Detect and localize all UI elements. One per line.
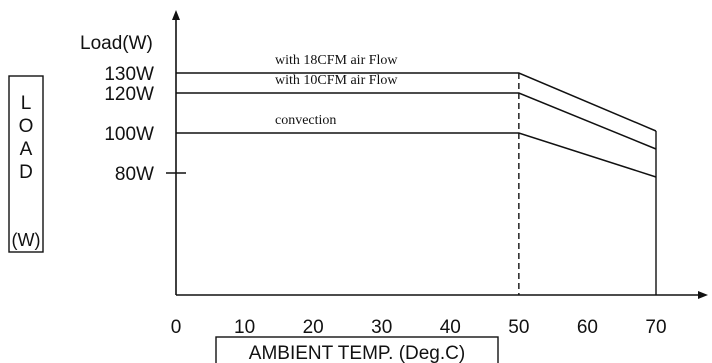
side-label-letter-l: L <box>21 93 32 114</box>
x-tick-label-5: 50 <box>508 317 529 338</box>
series-label-1: with 10CFM air Flow <box>275 73 398 88</box>
y-tick-label-2: 100W <box>104 124 154 145</box>
y-axis-title: Load(W) <box>80 33 153 54</box>
series-label-0: with 18CFM air Flow <box>275 53 398 68</box>
x-axis-title: AMBIENT TEMP. (Deg.C) <box>249 343 465 363</box>
y-tick-label-3: 80W <box>115 164 154 185</box>
series-lines <box>176 72 657 178</box>
series-labels: with 18CFM air Flow with 10CFM air Flow co… <box>275 53 398 128</box>
side-label-letter-a: A <box>20 139 33 160</box>
x-tick-label-3: 30 <box>371 317 392 338</box>
series-line-0 <box>176 72 657 132</box>
x-tick-label-0: 0 <box>171 317 182 338</box>
side-label: L O A D (W) <box>8 75 44 253</box>
y-axis-arrow <box>172 10 180 20</box>
side-label-unit: (W) <box>12 230 41 250</box>
x-tick-label-2: 20 <box>303 317 324 338</box>
x-axis-arrow <box>698 291 708 299</box>
series-line-2 <box>176 132 657 178</box>
x-tick-label-6: 60 <box>577 317 598 338</box>
series-line-1 <box>176 92 657 150</box>
axes <box>172 10 708 299</box>
x-axis-title-box: AMBIENT TEMP. (Deg.C) <box>215 336 499 363</box>
reference-lines <box>518 73 657 295</box>
x-tick-labels: 0 10 20 30 40 50 60 70 <box>171 317 667 338</box>
x-tick-label-7: 70 <box>645 317 666 338</box>
series-label-2: convection <box>275 113 336 128</box>
y-tick-label-1: 120W <box>104 84 154 105</box>
x-tick-label-4: 40 <box>440 317 461 338</box>
side-label-box <box>8 75 44 253</box>
side-label-letter-d: D <box>19 162 33 183</box>
y-tick-label-0: 130W <box>104 64 154 85</box>
side-label-letter-o: O <box>19 116 34 137</box>
x-axis-title-frame <box>215 336 499 363</box>
x-tick-label-1: 10 <box>234 317 255 338</box>
